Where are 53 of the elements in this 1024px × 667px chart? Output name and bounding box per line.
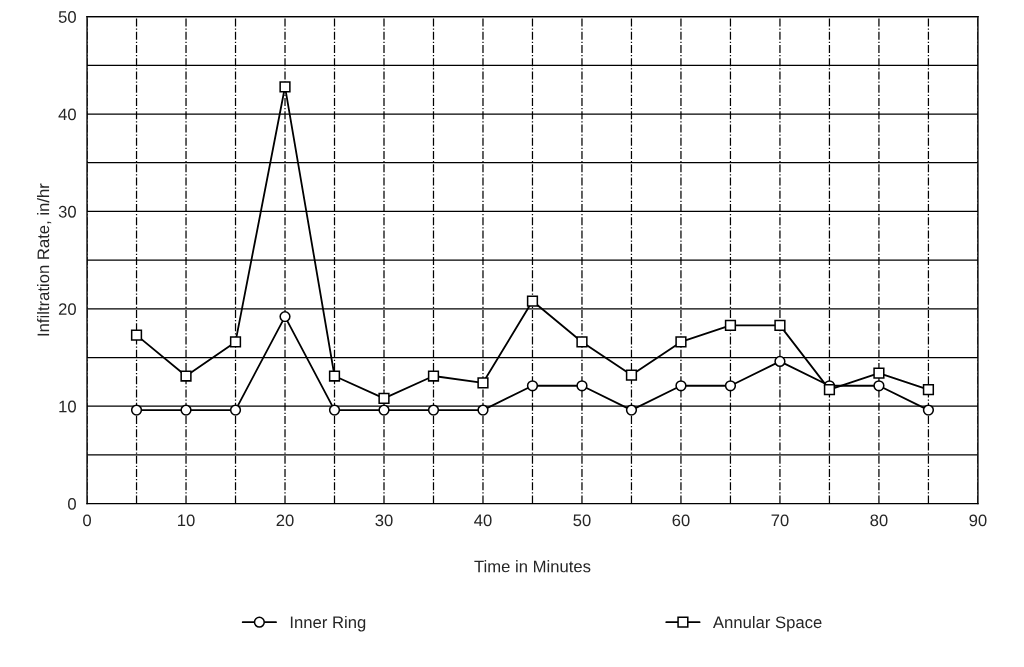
point <box>130 329 143 341</box>
point <box>823 384 836 396</box>
x-tick-label: 40 <box>474 514 492 527</box>
point <box>576 336 588 348</box>
y-tick-label: 30 <box>58 205 76 218</box>
point <box>279 310 291 323</box>
x-tick-label: 30 <box>375 514 393 527</box>
point <box>675 336 687 348</box>
y-tick-label: 40 <box>58 108 76 121</box>
point <box>229 336 242 348</box>
point <box>328 404 341 416</box>
x-axis-title: Time in Minutes <box>474 560 591 573</box>
point <box>378 404 390 416</box>
point <box>625 404 638 416</box>
point <box>774 355 786 368</box>
point <box>922 404 935 416</box>
y-axis-title: Infiltration Rate, in/hr <box>36 183 52 336</box>
x-tick-label: 10 <box>178 514 195 527</box>
point <box>774 319 786 332</box>
point <box>477 377 489 389</box>
x-tick-label: 70 <box>771 514 789 527</box>
point <box>873 380 885 392</box>
point <box>427 404 440 416</box>
point <box>279 81 291 93</box>
point <box>526 380 539 392</box>
point <box>427 370 440 382</box>
x-tick-label: 20 <box>276 514 294 527</box>
point <box>180 370 192 382</box>
legend-label: Inner Ring <box>290 615 366 632</box>
x-tick-label: 60 <box>672 514 690 527</box>
y-tick-label: 0 <box>68 497 76 510</box>
y-tick-label: 10 <box>59 400 76 413</box>
point <box>477 404 489 416</box>
y-tick-label: 50 <box>58 11 76 23</box>
point <box>675 380 687 392</box>
point <box>526 295 539 307</box>
point <box>625 369 638 381</box>
y-tick-label: 20 <box>58 303 76 316</box>
point <box>229 404 242 416</box>
x-tick-label: 80 <box>870 514 888 527</box>
point <box>922 384 935 396</box>
point <box>724 319 737 332</box>
x-tick-label: 50 <box>573 514 591 527</box>
point <box>328 370 341 382</box>
x-tick-label: 90 <box>969 514 987 527</box>
legend-label: Annular Space <box>712 615 822 632</box>
point <box>130 404 143 416</box>
point <box>576 380 588 392</box>
x-tick-label: 0 <box>83 514 92 527</box>
point <box>724 380 737 392</box>
point <box>180 404 192 416</box>
point <box>378 392 390 405</box>
point <box>873 367 885 379</box>
